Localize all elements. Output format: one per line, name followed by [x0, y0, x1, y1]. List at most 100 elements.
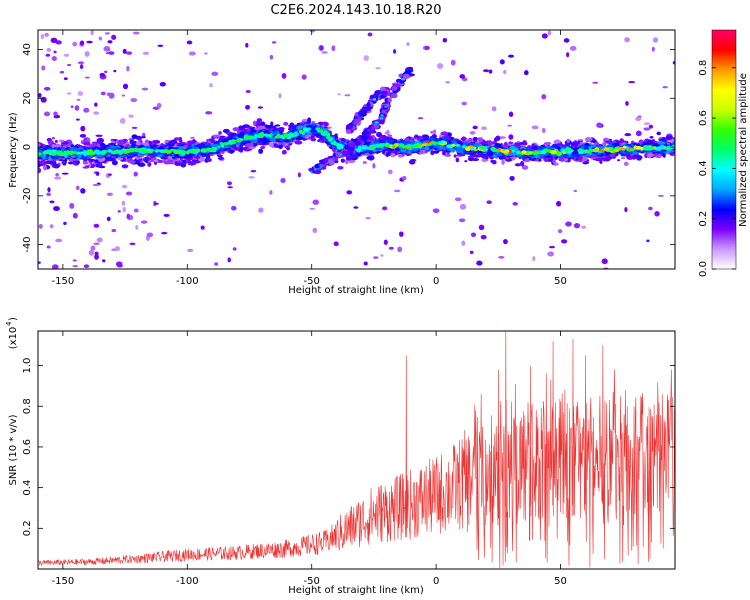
spectrum-noise-dot — [121, 200, 126, 206]
spectrum-halo — [38, 163, 41, 168]
spectrum-noise-dot — [353, 206, 359, 209]
spectrum-halo — [306, 120, 312, 124]
spectrum-noise-dot — [280, 177, 286, 184]
spectrum-noise-dot — [363, 261, 368, 266]
spectrum-halo — [495, 135, 501, 141]
spectrum-halo — [566, 138, 570, 144]
spectrum-halo — [310, 137, 317, 142]
spectrum-halo — [188, 161, 197, 166]
spectrum-noise-dot — [521, 165, 529, 170]
spectrum-noise-dot — [508, 111, 514, 117]
spectrum-halo — [654, 152, 659, 156]
spectrum-noise-dot — [450, 59, 456, 66]
spectrum-noise-dot — [108, 51, 115, 55]
spectrum-noise-dot — [498, 255, 505, 259]
spectrum-halo — [257, 125, 266, 130]
spectrum-halo — [461, 137, 467, 140]
spectrum-noise-dot — [93, 242, 100, 245]
spectrum-halo — [160, 156, 169, 160]
spectrum-noise-dot — [40, 96, 47, 103]
spectrum-noise-dot — [156, 102, 162, 109]
spectrum-noise-dot — [459, 203, 467, 210]
spectrum-halo — [430, 149, 435, 156]
spectrum-halo — [38, 159, 41, 165]
spectrum-noise-dot — [51, 56, 57, 61]
spectrum-halo — [110, 138, 119, 142]
spectrum-noise-dot — [469, 250, 474, 254]
spectrum-halo — [205, 154, 211, 160]
spectrum-noise-dot — [59, 70, 65, 74]
spectrum-halo — [54, 139, 58, 144]
spectrum-halo — [410, 137, 418, 140]
spectrum-noise-dot — [211, 71, 219, 77]
spectrum-noise-dot — [106, 216, 111, 222]
spectrum-noise-dot — [44, 32, 49, 37]
spectrum-noise-dot — [531, 125, 539, 130]
spectrum-halo — [206, 138, 211, 142]
spectrum-halo — [204, 158, 209, 163]
spectrum-noise-dot — [245, 42, 249, 48]
spectrum-halo — [239, 146, 245, 151]
spectrum-noise-dot — [250, 169, 257, 173]
spectrum-noise-dot — [227, 186, 233, 189]
spectrum-noise-dot — [75, 118, 80, 121]
spectrum-halo — [433, 150, 440, 154]
spectrum-noise-dot — [79, 133, 87, 138]
spectrum-halo — [180, 162, 187, 168]
spectrum-noise-dot — [309, 30, 316, 33]
spectrum-noise-dot — [648, 206, 653, 211]
spectrum-noise-dot — [541, 127, 546, 133]
spectrum-halo — [100, 142, 106, 148]
spectrum-halo — [575, 158, 579, 161]
spectrum-noise-dot — [424, 45, 430, 50]
spectrum-halo — [82, 166, 90, 169]
spectrum-noise-dot — [70, 105, 74, 108]
spectrum-noise-dot — [161, 231, 168, 235]
spectrum-noise-dot — [86, 40, 93, 44]
spectrum-noise-dot — [507, 124, 513, 127]
spectrum-noise-dot — [107, 40, 113, 44]
spectrum-noise-dot — [483, 69, 490, 73]
spectrum-noise-dot — [46, 245, 51, 249]
spectrum-noise-dot — [561, 239, 568, 244]
spectrum-halo — [273, 143, 278, 148]
spectrum-halo — [381, 149, 386, 154]
spectrum-halo — [283, 121, 289, 126]
spectrum-halo — [270, 121, 274, 127]
spectrum-noise-dot — [74, 105, 80, 111]
spectrum-halo — [245, 148, 253, 151]
spectrum-halo — [491, 159, 497, 165]
spectrum-halo — [265, 124, 273, 129]
spectrum-halo — [281, 149, 287, 155]
spectrum-noise-dot — [623, 161, 629, 167]
spectrum-noise-dot — [401, 175, 407, 181]
spectrum-halo — [39, 159, 47, 166]
spectrum-noise-dot — [43, 111, 51, 117]
spectrum-halo — [619, 138, 625, 144]
spectrum-noise-dot — [53, 206, 60, 212]
spectrum-noise-dot — [157, 44, 164, 48]
spectrum-noise-dot — [486, 200, 492, 205]
spectrum-halo — [97, 161, 101, 167]
spectrum-noise-dot — [126, 213, 131, 220]
spectrum-noise-dot — [133, 208, 139, 213]
spectrum-halo — [259, 121, 266, 126]
spectrum-noise-dot — [388, 246, 394, 250]
spectrum-noise-dot — [301, 74, 307, 80]
spectrum-noise-dot — [523, 70, 529, 76]
spectrum-halo — [320, 139, 326, 143]
spectrum-noise-dot — [53, 50, 57, 54]
spectrum-noise-dot — [214, 262, 219, 266]
spectrum-halo — [577, 139, 584, 142]
spectrum-noise-dot — [53, 111, 58, 116]
spectrum-noise-dot — [132, 31, 140, 35]
spectrum-noise-dot — [245, 104, 251, 110]
spectrum-noise-dot — [662, 85, 668, 89]
spectrum-noise-dot — [72, 259, 77, 262]
spectrum-noise-dot — [442, 37, 448, 43]
spectrum-halo — [145, 156, 150, 160]
spectrum-halo — [138, 158, 142, 162]
spectrum-halo — [442, 151, 446, 156]
spectrum-noise-dot — [49, 200, 55, 204]
spectrum-noise-dot — [79, 64, 84, 70]
